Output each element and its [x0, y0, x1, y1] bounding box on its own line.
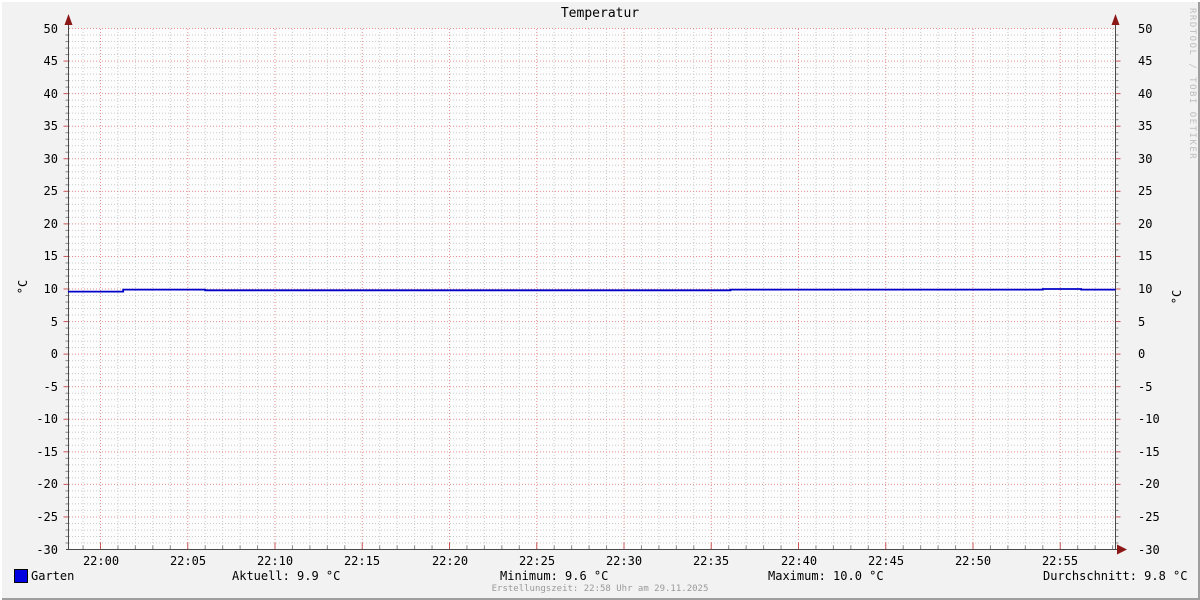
y-axis-unit-right: °C [1170, 289, 1184, 305]
x-tick-label: 22:05 [169, 554, 207, 568]
legend-row: Garten Aktuell: 9.9 °C Minimum: 9.6 °C M… [0, 568, 1200, 584]
y-tick-label-right: 10 [1138, 282, 1153, 296]
y-tick-label-right: -5 [1138, 380, 1153, 394]
x-tick-label: 22:25 [518, 554, 556, 568]
y-tick-label-right: -30 [1138, 543, 1160, 557]
y-tick-label-right: 30 [1138, 152, 1153, 166]
x-tick-label: 22:35 [692, 554, 730, 568]
y-tick-label-left: -25 [36, 510, 58, 524]
y-tick-label-left: -30 [36, 543, 58, 557]
y-tick-label-right: 25 [1138, 184, 1153, 198]
series-color-swatch [14, 569, 28, 583]
y-axis-arrow-right [1111, 14, 1120, 25]
x-tick-label: 22:00 [82, 554, 120, 568]
x-tick-label: 22:55 [1041, 554, 1079, 568]
stat-durchschnitt: Durchschnitt: 9.8 °C [1043, 569, 1188, 583]
y-axis-unit-left: °C [16, 279, 30, 295]
y-tick-label-left: 5 [50, 315, 58, 329]
y-tick-label-right: 20 [1138, 217, 1153, 231]
y-tick-label-right: -15 [1138, 445, 1160, 459]
rrdtool-watermark: RRDTOOL / TOBI OETIKER [1187, 8, 1197, 161]
y-tick-label-left: 45 [43, 54, 58, 68]
y-tick-label-left: -5 [43, 380, 58, 394]
x-tick-label: 22:30 [605, 554, 643, 568]
x-tick-label: 22:40 [780, 554, 818, 568]
series-label: Garten [31, 569, 75, 583]
y-tick-label-right: 45 [1138, 54, 1153, 68]
x-tick-label: 22:10 [256, 554, 294, 568]
creation-time: Erstellungszeit: 22:58 Uhr am 29.11.2025 [491, 584, 709, 594]
y-axis-arrow-left [64, 14, 73, 25]
x-tick-label: 22:50 [954, 554, 992, 568]
y-tick-label-left: 35 [43, 119, 58, 133]
chart-title: Temperatur [560, 6, 640, 21]
x-tick-label: 22:20 [431, 554, 469, 568]
y-tick-label-right: 50 [1138, 22, 1153, 36]
y-tick-label-right: 0 [1138, 347, 1146, 361]
y-tick-label-left: 30 [43, 152, 58, 166]
y-tick-label-left: 40 [43, 87, 58, 101]
x-axis-arrow [1117, 544, 1127, 555]
y-tick-label-right: 15 [1138, 249, 1153, 263]
y-tick-label-left: 50 [43, 22, 58, 36]
y-tick-label-left: -20 [36, 477, 58, 491]
stat-minimum: Minimum: 9.6 °C [500, 569, 609, 583]
y-tick-label-left: -10 [36, 412, 58, 426]
y-tick-label-left: 25 [43, 184, 58, 198]
y-tick-label-right: 35 [1138, 119, 1153, 133]
y-tick-label-left: -15 [36, 445, 58, 459]
y-tick-label-right: 5 [1138, 315, 1146, 329]
y-tick-label-right: -20 [1138, 477, 1160, 491]
y-tick-label-left: 10 [43, 282, 58, 296]
stat-maximum: Maximum: 10.0 °C [768, 569, 884, 583]
series-line-garten [67, 288, 1116, 293]
y-tick-label-right: -25 [1138, 510, 1160, 524]
stat-aktuell: Aktuell: 9.9 °C [232, 569, 341, 583]
x-tick-label: 22:15 [343, 554, 381, 568]
x-tick-label: 22:45 [867, 554, 905, 568]
y-tick-label-left: 20 [43, 217, 58, 231]
y-tick-label-right: 40 [1138, 87, 1153, 101]
y-tick-label-right: -10 [1138, 412, 1160, 426]
y-tick-label-left: 15 [43, 249, 58, 263]
y-tick-label-left: 0 [50, 347, 58, 361]
